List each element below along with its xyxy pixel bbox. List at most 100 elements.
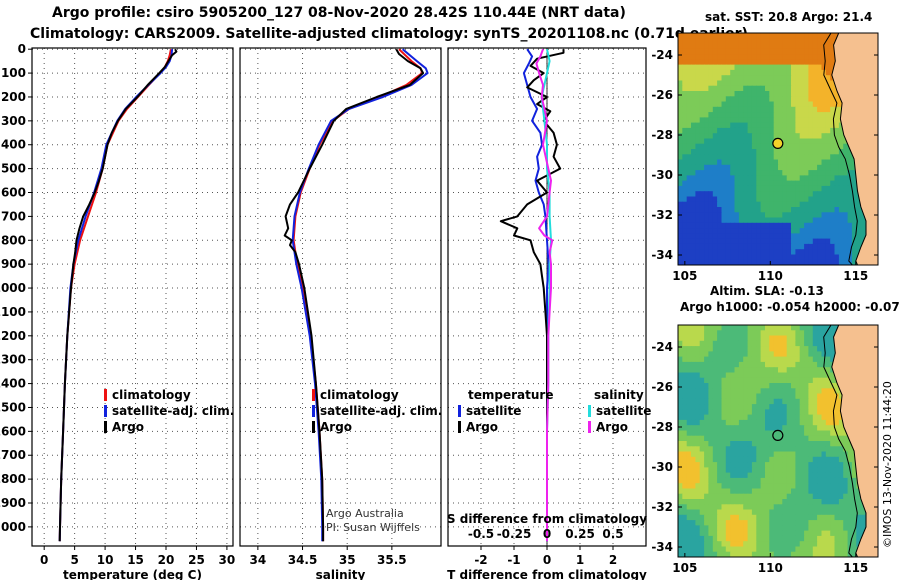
chart-subtitle: Climatology: CARS2009. Satellite-adjuste… bbox=[30, 26, 748, 42]
lon-label: 110 bbox=[758, 269, 783, 283]
legend-swatch bbox=[104, 405, 107, 417]
sst-map-title: sat. SST: 20.8 Argo: 21.4 bbox=[705, 10, 873, 24]
y-tick-label: 1700 bbox=[0, 448, 26, 462]
s-tick-label: 0.25 bbox=[565, 527, 595, 541]
y-tick-label: 900 bbox=[1, 257, 26, 271]
map-frame bbox=[677, 32, 879, 266]
legend-swatch bbox=[588, 421, 591, 433]
legend-swatch bbox=[312, 389, 315, 401]
x-tick-label: 1 bbox=[576, 553, 584, 567]
sla-map-title: Altim. SLA: -0.13 bbox=[710, 284, 824, 298]
lat-label: -34 bbox=[651, 540, 673, 554]
lat-label: -34 bbox=[651, 248, 673, 262]
sla-map-subtitle: Argo h1000: -0.054 h2000: -0.075 bbox=[680, 300, 900, 314]
y-tick-label: 1800 bbox=[0, 472, 26, 486]
y-tick-label: 700 bbox=[1, 209, 26, 223]
series-temperature-argo bbox=[499, 49, 565, 542]
legend-label: satellite bbox=[596, 404, 651, 418]
lat-label: -26 bbox=[651, 88, 673, 102]
legend-label: satellite-adj. clim. bbox=[320, 404, 442, 418]
series-climatology bbox=[292, 48, 424, 542]
legend-label: satellite bbox=[466, 404, 521, 418]
land bbox=[831, 33, 878, 265]
legend-label: climatology bbox=[112, 388, 191, 402]
series-satellite-adj-clim- bbox=[291, 48, 429, 542]
x-tick-label: 34.5 bbox=[288, 553, 318, 567]
legend-swatch bbox=[458, 421, 461, 433]
y-tick-label: 1100 bbox=[0, 305, 26, 319]
y-tick-label: 1000 bbox=[0, 281, 26, 295]
lon-label: 105 bbox=[672, 561, 697, 575]
y-tick-label: 800 bbox=[1, 233, 26, 247]
lat-label: -26 bbox=[651, 380, 673, 394]
legend-label: Argo bbox=[466, 420, 498, 434]
lat-label: -30 bbox=[651, 460, 673, 474]
x-tick-label: 35 bbox=[339, 553, 356, 567]
panel-frame bbox=[239, 47, 442, 547]
lon-label: 115 bbox=[843, 561, 868, 575]
legend-swatch bbox=[104, 421, 107, 433]
copyright-stamp: ©IMOS 13-Nov-2020 11:44:20 bbox=[881, 381, 894, 548]
y-tick-label: 1300 bbox=[0, 353, 26, 367]
x-axis-label: T difference from climatology bbox=[447, 568, 647, 580]
x-axis-label: salinity bbox=[316, 568, 366, 580]
y-tick-label: 0 bbox=[18, 42, 26, 56]
pi-note: PI: Susan Wijffels bbox=[326, 521, 420, 534]
x-tick-label: 10 bbox=[97, 553, 114, 567]
legend-swatch bbox=[312, 421, 315, 433]
chart-title: Argo profile: csiro 5905200_127 08-Nov-2… bbox=[52, 5, 626, 21]
y-tick-label: 400 bbox=[1, 138, 26, 152]
y-tick-label: 100 bbox=[1, 66, 26, 80]
lat-label: -28 bbox=[651, 128, 673, 142]
y-tick-label: 1900 bbox=[0, 496, 26, 510]
legend-label: Argo bbox=[112, 420, 144, 434]
lat-label: -24 bbox=[651, 340, 673, 354]
lon-label: 110 bbox=[758, 561, 783, 575]
y-tick-label: 200 bbox=[1, 90, 26, 104]
y-tick-label: 1400 bbox=[0, 377, 26, 391]
x-tick-label: -2 bbox=[474, 553, 487, 567]
panel-frame bbox=[31, 47, 234, 547]
lon-label: 105 bbox=[672, 269, 697, 283]
y-tick-label: 2000 bbox=[0, 520, 26, 534]
map-frame bbox=[677, 324, 879, 558]
s-axis-title: S difference from climatology bbox=[447, 512, 647, 526]
series-argo bbox=[58, 48, 178, 542]
lat-label: -32 bbox=[651, 208, 673, 222]
series-argo bbox=[283, 48, 425, 542]
lat-label: -32 bbox=[651, 500, 673, 514]
legend-swatch bbox=[458, 405, 461, 417]
shelf-contour bbox=[823, 33, 858, 265]
s-tick-label: -0.25 bbox=[497, 527, 532, 541]
y-tick-label: 1600 bbox=[0, 424, 26, 438]
s-tick-label: 0.5 bbox=[602, 527, 623, 541]
legend-title-salinity: salinity bbox=[594, 388, 644, 402]
legend-label: satellite-adj. clim. bbox=[112, 404, 234, 418]
y-tick-label: 300 bbox=[1, 114, 26, 128]
y-tick-label: 500 bbox=[1, 162, 26, 176]
x-tick-label: 0 bbox=[40, 553, 48, 567]
x-tick-label: 5 bbox=[70, 553, 78, 567]
x-tick-label: 2 bbox=[609, 553, 617, 567]
s-tick-label: -0.5 bbox=[468, 527, 494, 541]
argo-australia-note: Argo Australia bbox=[326, 507, 404, 520]
x-tick-label: 25 bbox=[188, 553, 205, 567]
s-tick-label: 0 bbox=[543, 527, 551, 541]
y-tick-label: 1500 bbox=[0, 400, 26, 414]
sla-map: -24 -26 -28 -30 -32 -34 105 110 115 bbox=[651, 324, 879, 575]
land bbox=[831, 325, 878, 557]
legend-swatch bbox=[588, 405, 591, 417]
x-tick-label: 15 bbox=[127, 553, 144, 567]
shelf-contour bbox=[823, 325, 858, 557]
argo-float-marker bbox=[772, 429, 784, 441]
legend-title-temperature: temperature bbox=[468, 388, 553, 402]
x-tick-label: -1 bbox=[507, 553, 520, 567]
y-tick-label: 1200 bbox=[0, 329, 26, 343]
lat-label: -24 bbox=[651, 48, 673, 62]
x-tick-label: 0 bbox=[543, 553, 551, 567]
x-tick-label: 30 bbox=[219, 553, 236, 567]
x-tick-label: 20 bbox=[158, 553, 175, 567]
argo-float-marker bbox=[772, 137, 784, 149]
sst-map: -24 -26 -28 -30 -32 -34 105 110 115 bbox=[651, 32, 879, 283]
